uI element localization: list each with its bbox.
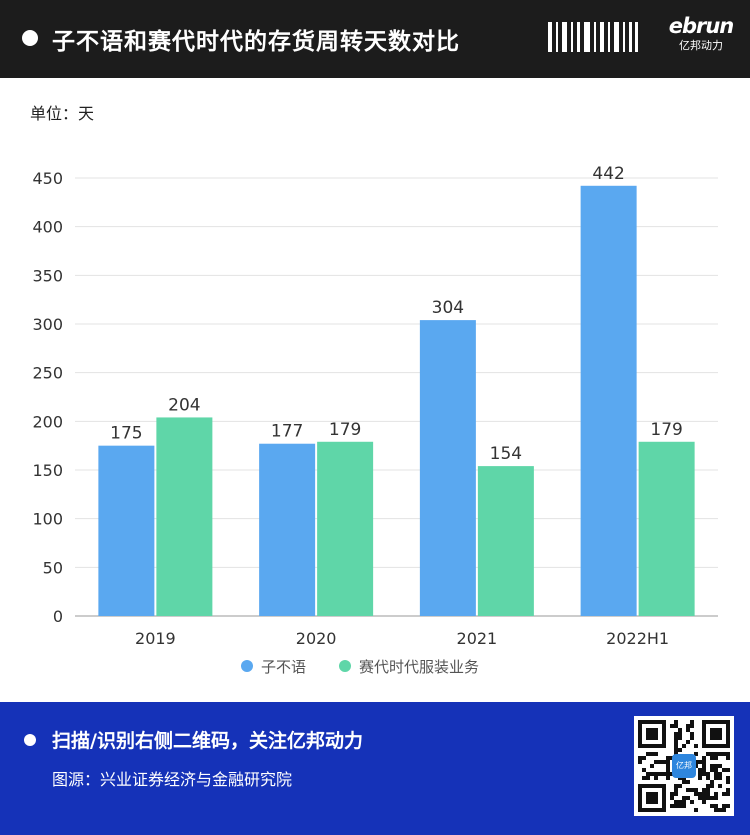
qr-code[interactable]: 亿邦 [634, 716, 734, 816]
legend-label: 赛代时代服装业务 [359, 658, 479, 676]
x-tick-label: 2022H1 [606, 629, 669, 648]
bullet-dot-icon [22, 30, 38, 46]
bar [317, 441, 374, 616]
bar-chart: 0 50 100 150 200 250 300 350 400 450 2019 175 204 202… [32, 164, 718, 676]
legend-swatch [241, 660, 253, 672]
data-label: 175 [110, 424, 142, 444]
qr-badge-logo: 亿邦 [672, 754, 696, 778]
chart-panel: 单位：天 0 50 100 150 200 250 300 350 400 450 2019 175 2… [0, 78, 750, 702]
logo-brand: ebrun [668, 14, 735, 38]
y-tick-label: 150 [32, 461, 63, 480]
bullet-dot-icon [24, 734, 36, 746]
data-label: 204 [168, 395, 200, 415]
bar [477, 466, 534, 616]
follow-cta: 扫描/识别右侧二维码，关注亿邦动力 [52, 730, 363, 752]
y-tick-label: 350 [32, 266, 63, 285]
data-label: 177 [271, 422, 303, 442]
bar [580, 185, 637, 616]
unit-label: 单位：天 [30, 104, 95, 123]
data-label: 442 [592, 164, 624, 184]
barcode-decoration-icon [548, 22, 638, 52]
data-label: 154 [490, 444, 522, 464]
bar [156, 417, 213, 616]
legend-swatch [339, 660, 351, 672]
footer-bar: 扫描/识别右侧二维码，关注亿邦动力 图源：兴业证券经济与金融研究院 亿邦 [0, 702, 750, 835]
legend-label: 子不语 [261, 658, 306, 676]
y-tick-label: 200 [32, 412, 63, 431]
x-tick-label: 2020 [296, 629, 337, 648]
y-tick-label: 400 [32, 218, 63, 237]
x-tick-label: 2021 [457, 629, 498, 648]
source-note: 图源：兴业证券经济与金融研究院 [52, 770, 293, 789]
data-label: 179 [329, 420, 361, 440]
y-tick-label: 100 [32, 510, 63, 529]
data-label: 179 [650, 420, 682, 440]
header-bar: 子不语和赛代时代的存货周转天数对比 ebrun 亿邦动力 [0, 0, 750, 78]
bar [638, 441, 695, 616]
bar [98, 445, 155, 616]
page-title: 子不语和赛代时代的存货周转天数对比 [52, 29, 460, 55]
data-label: 304 [432, 298, 464, 318]
y-tick-label: 250 [32, 364, 63, 383]
y-tick-label: 50 [43, 558, 63, 577]
bar [419, 320, 476, 616]
ebrun-logo: ebrun 亿邦动力 [668, 14, 735, 62]
y-tick-label: 300 [32, 315, 63, 334]
y-tick-label: 450 [32, 169, 63, 188]
bar [259, 443, 316, 616]
x-tick-label: 2019 [135, 629, 176, 648]
logo-subtitle: 亿邦动力 [679, 39, 723, 52]
y-tick-label: 0 [53, 607, 63, 626]
